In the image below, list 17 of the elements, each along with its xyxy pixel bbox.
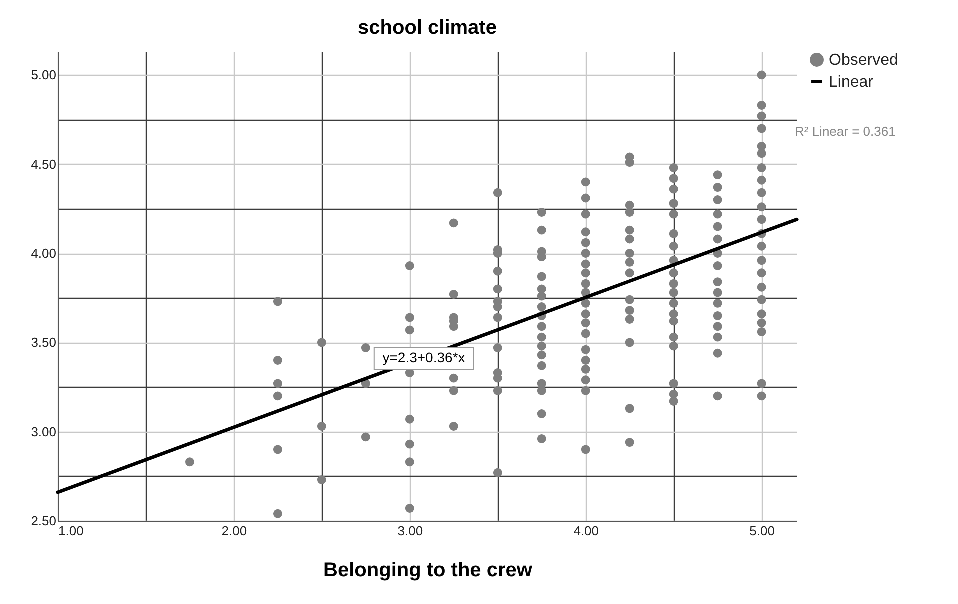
y-tick-label: 3.00 [31, 424, 56, 440]
legend-label: Linear [829, 74, 874, 91]
legend-label: Observed [829, 52, 898, 69]
x-tick-label: 4.00 [574, 524, 600, 538]
y-tick-label: 4.50 [31, 156, 56, 172]
x-tick-label: 3.00 [398, 524, 424, 538]
y-tick-label: 2.50 [31, 514, 56, 528]
annotation: R² Linear = 0.361 [795, 124, 896, 139]
x-tick-label: 5.00 [750, 524, 775, 538]
x-tick-label: 1.00 [58, 524, 84, 538]
y-tick-label: 3.50 [31, 335, 56, 350]
y-tick-label: 4.00 [31, 246, 56, 262]
x-tick-label: 2.00 [222, 524, 248, 538]
chart-title: school climate [358, 17, 497, 39]
annotation: y=2.3+0.36*x [382, 350, 466, 366]
x-axis-title: Belonging to the crew [324, 560, 533, 582]
y-tick-label: 5.00 [31, 68, 56, 83]
